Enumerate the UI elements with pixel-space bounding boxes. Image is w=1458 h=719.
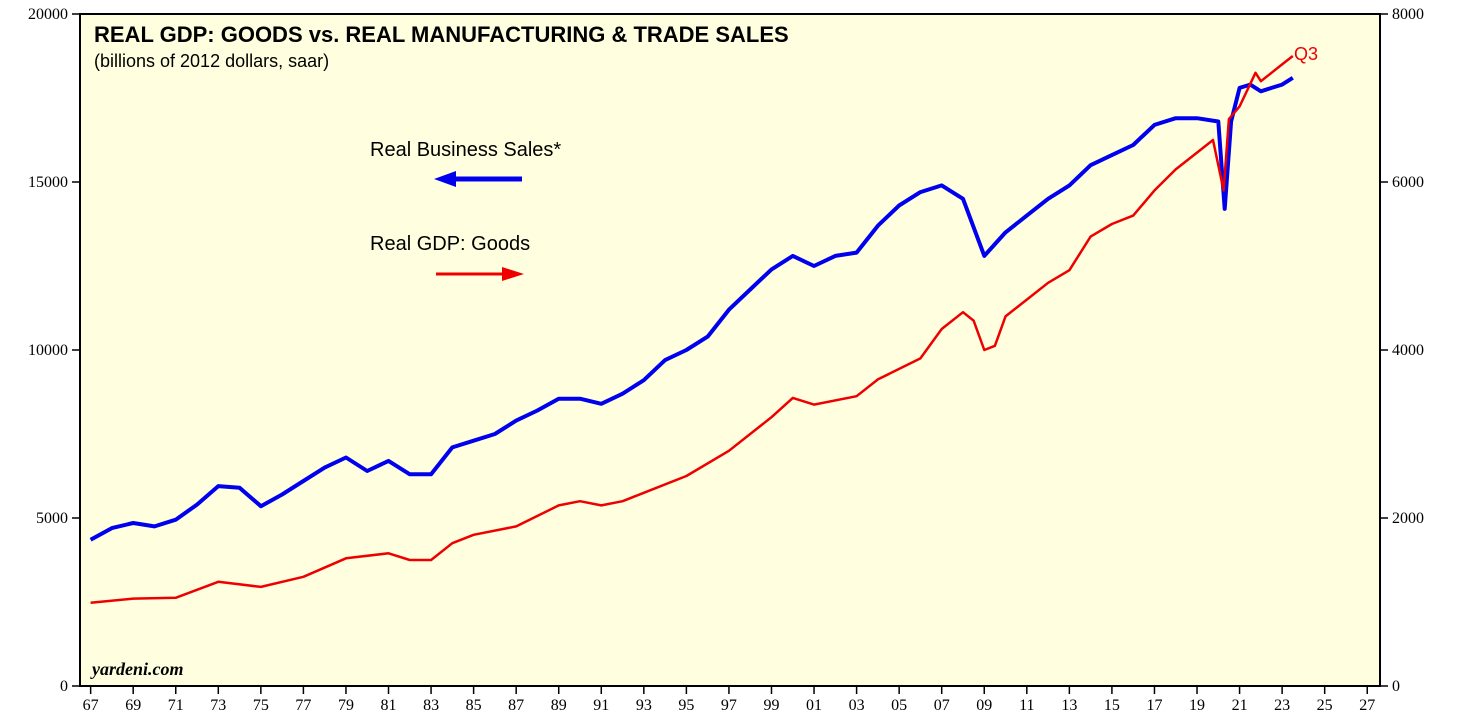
y2-tick-label: 0: [1392, 678, 1400, 695]
x-tick-label: 97: [721, 697, 737, 714]
x-tick-label: 27: [1359, 697, 1375, 714]
x-tick-label: 71: [168, 697, 184, 714]
annotation: Q3: [1294, 44, 1318, 64]
x-tick-label: 81: [381, 697, 397, 714]
legend-arrow: [436, 267, 524, 281]
x-tick-label: 07: [934, 697, 950, 714]
y-tick-label: 15000: [28, 174, 68, 191]
x-tick-label: 99: [763, 697, 779, 714]
y2-tick-label: 4000: [1392, 342, 1424, 359]
x-tick-label: 95: [678, 697, 694, 714]
x-tick-label: 77: [295, 697, 311, 714]
x-tick-label: 19: [1189, 697, 1205, 714]
x-tick-label: 03: [849, 697, 865, 714]
y-tick-label: 20000: [28, 6, 68, 23]
x-tick-label: 93: [636, 697, 652, 714]
plot-area: [79, 13, 1381, 687]
subtitle: (billions of 2012 dollars, saar): [94, 51, 329, 71]
watermark: yardeni.com: [90, 659, 184, 679]
x-tick-label: 17: [1146, 697, 1162, 714]
x-tick-label: 87: [508, 697, 524, 714]
legend-label: Real Business Sales*: [370, 139, 561, 161]
x-tick-label: 05: [891, 697, 907, 714]
x-tick-label: 75: [253, 697, 269, 714]
y-tick-label: 5000: [36, 510, 68, 527]
y2-tick-label: 8000: [1392, 6, 1424, 23]
x-tick-label: 09: [976, 697, 992, 714]
chart-title: REAL GDP: GOODS vs. REAL MANUFACTURING &…: [94, 22, 789, 47]
x-tick-label: 21: [1232, 697, 1248, 714]
x-tick-label: 23: [1274, 697, 1290, 714]
x-tick-label: 79: [338, 697, 354, 714]
x-tick-label: 69: [125, 697, 141, 714]
x-tick-label: 83: [423, 697, 439, 714]
y-tick-label: 0: [60, 678, 68, 695]
x-tick-label: 67: [83, 697, 99, 714]
legend-label: Real GDP: Goods: [370, 233, 530, 255]
y2-tick-label: 6000: [1392, 174, 1424, 191]
x-tick-label: 25: [1317, 697, 1333, 714]
y2-tick-label: 2000: [1392, 510, 1424, 527]
series-line: [90, 55, 1294, 605]
x-tick-label: 13: [1061, 697, 1077, 714]
x-tick-label: 89: [551, 697, 567, 714]
x-tick-label: 01: [806, 697, 822, 714]
series-line: [89, 76, 1294, 542]
y-tick-label: 10000: [28, 342, 68, 359]
x-tick-label: 15: [1104, 697, 1120, 714]
x-tick-label: 91: [593, 697, 609, 714]
x-tick-label: 11: [1019, 697, 1034, 714]
x-tick-label: 85: [466, 697, 482, 714]
legend-arrow: [434, 171, 522, 187]
x-tick-label: 73: [210, 697, 226, 714]
